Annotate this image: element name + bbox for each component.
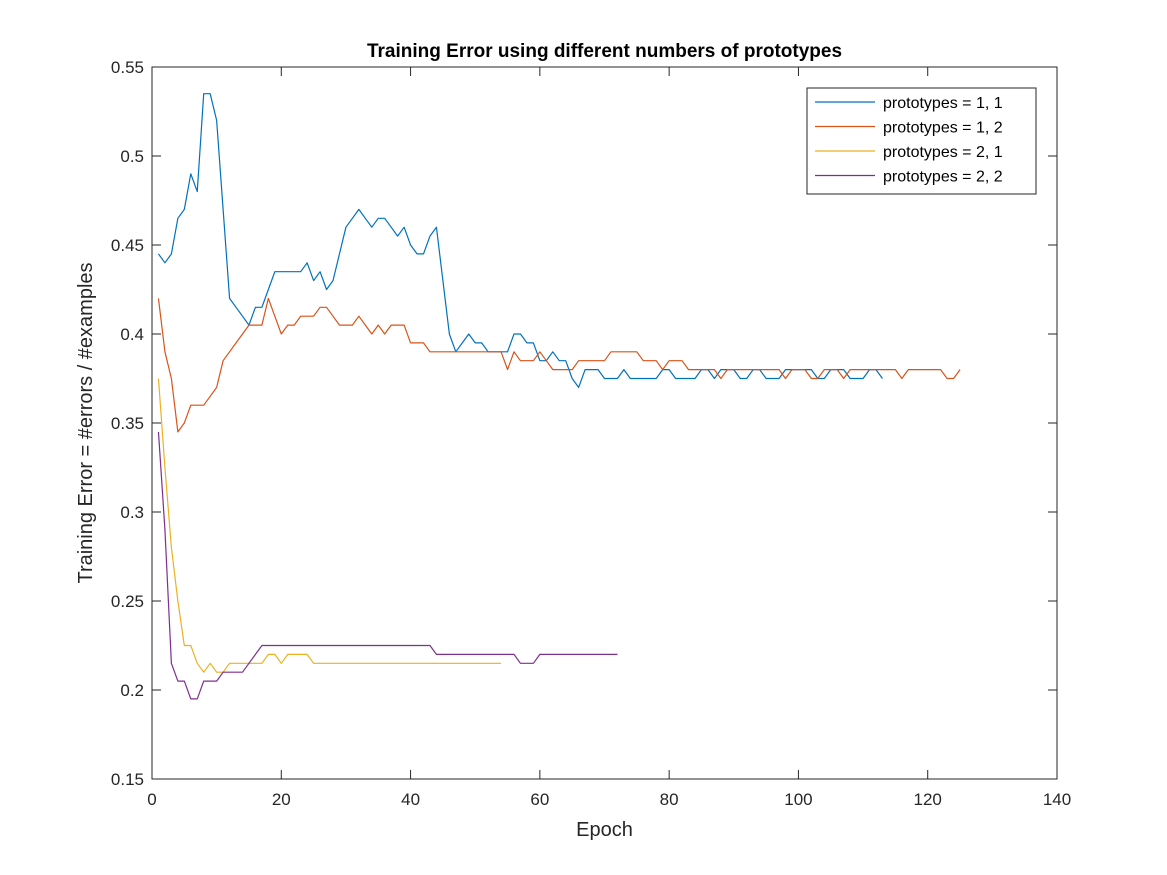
x-tick-label: 120 <box>914 790 942 809</box>
x-tick-label: 0 <box>147 790 156 809</box>
y-axis-label: Training Error = #errors / #examples <box>75 262 97 583</box>
x-tick-label: 20 <box>272 790 291 809</box>
y-tick-label: 0.4 <box>120 325 144 344</box>
series-line-4 <box>157 431 618 700</box>
x-tick-label: 140 <box>1043 790 1071 809</box>
x-axis-ticks: 0 20 40 60 80 100 120 140 <box>147 67 1071 809</box>
legend-box <box>806 87 1037 195</box>
legend: prototypes = 1, 1 prototypes = 1, 2 protot… <box>806 87 1037 195</box>
x-tick-label: 80 <box>660 790 679 809</box>
plot-area <box>157 93 961 700</box>
y-tick-label: 0.3 <box>120 503 144 522</box>
y-tick-label: 0.2 <box>120 681 144 700</box>
x-axis-label: Epoch <box>576 819 633 841</box>
x-tick-label: 100 <box>784 790 812 809</box>
chart-title: Training Error using different numbers o… <box>367 41 842 62</box>
legend-label-3: prototypes = 2, 1 <box>883 144 1003 161</box>
y-tick-label: 0.5 <box>120 147 144 166</box>
y-tick-label: 0.55 <box>111 58 144 77</box>
x-tick-label: 40 <box>401 790 420 809</box>
legend-label-1: prototypes = 1, 1 <box>883 95 1003 112</box>
y-tick-label: 0.25 <box>111 592 144 611</box>
y-tick-label: 0.35 <box>111 414 144 433</box>
y-tick-label: 0.15 <box>111 770 144 789</box>
y-axis-ticks: 0.15 0.2 0.25 0.3 0.35 0.4 0.45 0.5 0.55 <box>111 58 1057 789</box>
series-line-3 <box>157 378 502 673</box>
legend-label-4: prototypes = 2, 2 <box>883 169 1003 186</box>
legend-label-2: prototypes = 1, 2 <box>883 120 1003 137</box>
series-line-2 <box>157 297 961 433</box>
x-tick-label: 60 <box>530 790 549 809</box>
y-tick-label: 0.45 <box>111 236 144 255</box>
series-line-1 <box>157 93 883 388</box>
